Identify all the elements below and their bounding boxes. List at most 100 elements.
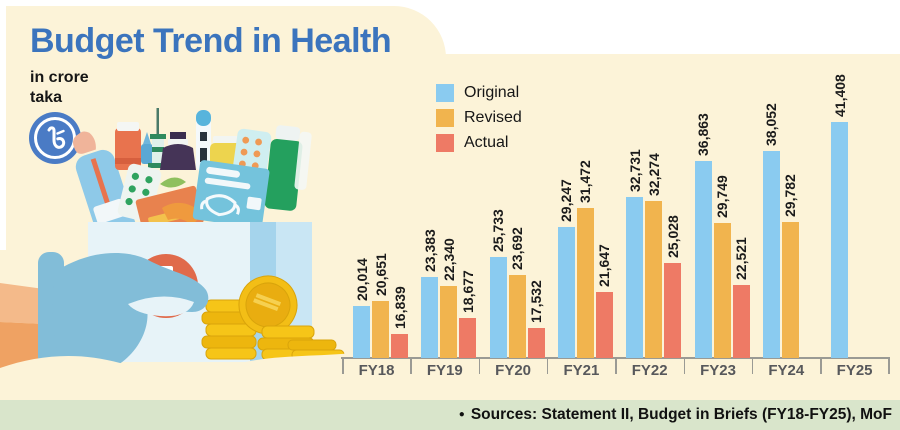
value-label-actual-fy22: 25,028 (664, 215, 681, 258)
axis-tick (478, 357, 481, 374)
medical-illustration (0, 108, 360, 410)
value-label-revised-fy24: 29,782 (782, 174, 799, 217)
unit-caption-line1: in crore (30, 69, 89, 86)
bar-actual-fy23 (732, 285, 750, 358)
bar-original-fy18 (353, 306, 370, 358)
mask-box-icon (192, 160, 270, 229)
x-axis-line (341, 357, 889, 359)
legend-label: Original (464, 84, 520, 101)
value-label-actual-fy18: 16,839 (391, 286, 408, 329)
leaf-icon (160, 177, 186, 188)
bar-revised-fy20 (508, 275, 526, 358)
syringe-icon (148, 108, 168, 168)
legend-item-original: Original (436, 84, 522, 102)
thermometer-icon (196, 110, 211, 172)
value-label-original-fy20: 25,733 (490, 209, 507, 252)
bar-original-fy22 (626, 197, 644, 358)
value-label-revised-fy19: 22,340 (440, 238, 457, 281)
value-label-original-fy24: 38,052 (763, 103, 780, 146)
axis-tick (342, 357, 344, 374)
axis-tick (546, 357, 549, 374)
bar-revised-fy18 (372, 301, 389, 358)
bar-revised-fy23 (713, 223, 731, 358)
legend-item-revised: Revised (436, 109, 522, 127)
glove-hand (52, 252, 209, 374)
bar-revised-fy22 (645, 201, 663, 358)
value-label-actual-fy19: 18,677 (459, 270, 476, 313)
x-tick-label-fy23: FY23 (700, 362, 736, 379)
legend-swatch (436, 134, 454, 152)
medicine-items (73, 108, 312, 244)
axis-tick (615, 357, 617, 374)
footer-band (0, 400, 900, 430)
axis-tick (410, 357, 412, 374)
bar-revised-fy21 (576, 208, 594, 358)
x-tick-label-fy18: FY18 (358, 362, 395, 379)
value-label-actual-fy21: 21,647 (596, 244, 613, 287)
x-tick-label-fy19: FY19 (426, 362, 463, 379)
value-label-revised-fy18: 20,651 (372, 253, 389, 296)
value-label-original-fy25: 41,408 (831, 74, 848, 117)
value-label-original-fy23: 36,863 (695, 113, 711, 156)
value-label-original-fy21: 29,247 (558, 179, 575, 222)
bar-actual-fy19 (459, 318, 477, 358)
background-panel-tab (6, 6, 446, 58)
bar-original-fy19 (421, 277, 439, 358)
dropper-bottle-icon (141, 132, 153, 164)
syrup-bottle-icon (160, 132, 196, 170)
unit-caption: in crore taka (30, 68, 89, 108)
value-label-original-fy19: 23,383 (421, 229, 438, 272)
sources-text: Sources: Statement II, Budget in Briefs … (470, 406, 892, 423)
axis-tick (888, 357, 890, 374)
bar-original-fy24 (762, 151, 780, 358)
x-tick-label-fy24: FY24 (768, 362, 805, 379)
floor-wave (0, 352, 360, 410)
value-label-revised-fy23: 29,749 (714, 175, 730, 218)
legend-label: Actual (464, 134, 509, 151)
value-label-original-fy22: 32,731 (626, 149, 643, 192)
pill-bottle-icon (115, 122, 141, 170)
large-coin (238, 275, 298, 335)
value-label-revised-fy20: 23,692 (509, 227, 526, 270)
legend-item-actual: Actual (436, 134, 522, 152)
axis-tick (820, 357, 822, 374)
orange-fruit-icon (162, 202, 202, 226)
axis-tick (751, 357, 754, 374)
chart-legend: Original Revised Actual (436, 84, 522, 159)
taka-symbol-icon (47, 126, 66, 149)
x-tick-label-fy20: FY20 (495, 362, 532, 379)
unit-caption-line2: taka (30, 89, 63, 106)
value-label-revised-fy22: 32,274 (645, 153, 662, 196)
bar-original-fy23 (694, 161, 712, 358)
bar-revised-fy24 (781, 222, 799, 358)
x-tick-label-fy21: FY21 (563, 362, 600, 379)
value-label-actual-fy23: 22,521 (733, 237, 749, 280)
bullet-icon: ● (458, 409, 465, 420)
sources-note: ● Sources: Statement II, Budget in Briefs… (459, 400, 892, 430)
value-label-actual-fy20: 17,532 (528, 280, 545, 323)
legend-swatch (436, 84, 454, 102)
bar-original-fy25 (831, 122, 849, 358)
value-label-original-fy18: 20,014 (353, 258, 370, 301)
lotion-bottle-icon (73, 131, 137, 244)
bar-actual-fy21 (595, 292, 613, 358)
coin-stacks (201, 275, 345, 361)
bar-original-fy21 (557, 227, 575, 358)
bar-revised-fy19 (440, 286, 458, 358)
x-tick-label-fy25: FY25 (836, 362, 873, 379)
sleeve-upper (0, 283, 44, 324)
x-tick-label-fy22: FY22 (631, 362, 668, 379)
green-bottle-icon (264, 125, 312, 211)
legend-label: Revised (464, 109, 522, 126)
sleeve-lower (0, 322, 44, 370)
glove-finger-gap (128, 296, 194, 317)
axis-tick (683, 357, 685, 374)
page-title: Budget Trend in Health (30, 22, 392, 60)
bar-original-fy20 (489, 257, 507, 358)
value-label-revised-fy21: 31,472 (577, 160, 594, 203)
legend-swatch (436, 109, 454, 127)
bar-actual-fy22 (664, 263, 682, 358)
gloved-hand (0, 252, 209, 374)
bar-actual-fy20 (527, 328, 545, 358)
